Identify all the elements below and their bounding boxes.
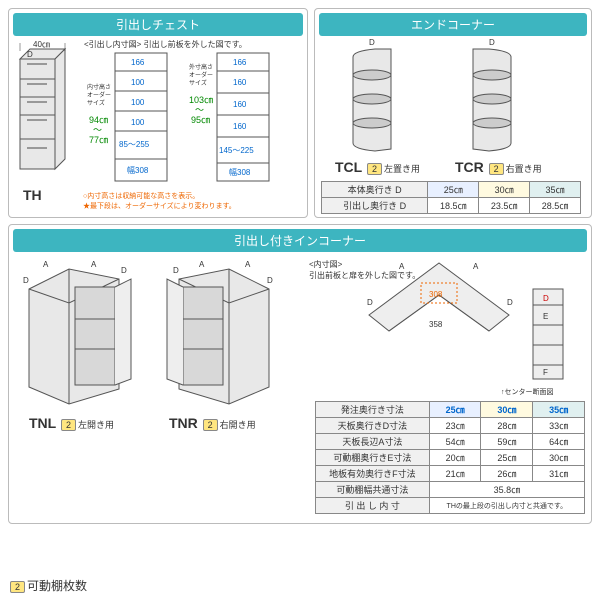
ic-title: 引出し付きインコーナー	[13, 229, 587, 252]
svg-text:358: 358	[429, 320, 443, 329]
svg-text:103㎝ ～ 95㎝: 103㎝ ～ 95㎝	[189, 95, 216, 125]
svg-text:A: A	[473, 262, 479, 271]
chest-title: 引出しチェスト	[13, 13, 303, 36]
chest-note2: ★最下段は、オーダーサイズにより変わります。	[83, 201, 236, 211]
ic-topview: 308 358 D D A A	[359, 255, 519, 355]
svg-text:A: A	[399, 262, 405, 271]
svg-text:A: A	[245, 260, 251, 269]
svg-text:100: 100	[131, 78, 145, 87]
endcorner-panel: エンドコーナー D D TCL 2左置き用 TCR 2右置き用 本体奥行き D …	[314, 8, 592, 218]
svg-text:160: 160	[233, 78, 247, 87]
svg-text:94㎝ ～ 77㎝: 94㎝ ～ 77㎝	[89, 115, 111, 145]
svg-text:100: 100	[131, 118, 145, 127]
chest-panel: 引出しチェスト 40㎝ D TH <引出し内寸図> 引出し前板を外した図です。	[8, 8, 308, 218]
svg-text:D: D	[23, 276, 29, 285]
svg-text:166: 166	[233, 58, 247, 67]
svg-text:160: 160	[233, 100, 247, 109]
svg-text:85～255: 85～255	[119, 140, 150, 149]
svg-text:外寸高さ オーダー サイズ: 外寸高さ オーダー サイズ	[189, 63, 215, 87]
svg-text:D: D	[267, 276, 273, 285]
svg-text:D: D	[489, 39, 495, 47]
svg-text:160: 160	[233, 122, 247, 131]
chest-note1: ○内寸高さは収納可能な高さを表示。	[83, 191, 199, 201]
tnr-label: TNR 2右開き用	[169, 415, 256, 431]
svg-text:D: D	[507, 298, 513, 307]
tcl-label: TCL 2左置き用	[335, 159, 420, 175]
svg-text:D: D	[27, 50, 33, 59]
svg-text:D: D	[121, 266, 127, 275]
svg-text:A: A	[43, 260, 49, 269]
legend: 2可動棚枚数	[8, 577, 87, 594]
svg-text:D: D	[369, 39, 375, 47]
tcr-label: TCR 2右置き用	[455, 159, 542, 175]
chest-inner-left: 166 100 100 100 85～255 幅308 内寸高さ オーダー サイ…	[87, 49, 177, 189]
section-note: ↑センター断面図	[501, 387, 554, 397]
svg-text:D: D	[173, 266, 179, 275]
svg-text:D: D	[543, 294, 549, 303]
svg-text:100: 100	[131, 98, 145, 107]
svg-text:A: A	[199, 260, 205, 269]
svg-text:幅308: 幅308	[229, 167, 251, 177]
tnl-label: TNL 2左開き用	[29, 415, 114, 431]
ic-table: 発注奥行き寸法 25㎝ 30㎝ 35㎝ 天板奥行きD寸法 23㎝28㎝33㎝ 天…	[315, 401, 585, 514]
svg-text:F: F	[543, 368, 548, 377]
ic-section: D E F	[529, 285, 569, 385]
tnl-3d: A A D D	[19, 259, 139, 409]
tnr-3d: A A D D	[159, 259, 279, 409]
svg-text:内寸高さ オーダー サイズ: 内寸高さ オーダー サイズ	[87, 83, 113, 107]
inner-title: <引出し内寸図>	[84, 40, 141, 49]
chest-code: TH	[23, 187, 42, 203]
svg-text:A: A	[91, 260, 97, 269]
svg-text:幅308: 幅308	[127, 165, 149, 175]
incorner-panel: 引出し付きインコーナー A A D D A A D D TNL 2左開き用 TNR 2右…	[8, 224, 592, 524]
tcl-3d: D	[345, 39, 405, 159]
svg-text:145～225: 145～225	[219, 146, 254, 155]
chest-width: 40㎝	[33, 40, 50, 49]
chest-3d: 40㎝ D	[15, 39, 75, 179]
svg-text:308: 308	[429, 290, 443, 299]
tcr-3d: D	[465, 39, 525, 159]
ec-table: 本体奥行き D 25㎝ 30㎝ 35㎝ 引出し奥行き D 18.5㎝ 23.5㎝…	[321, 181, 581, 214]
svg-text:D: D	[367, 298, 373, 307]
chest-inner-right: 166 160 160 160 145～225 幅308 外寸高さ オーダー サ…	[189, 49, 279, 189]
svg-text:E: E	[543, 312, 548, 321]
ec-title: エンドコーナー	[319, 13, 587, 36]
svg-text:166: 166	[131, 58, 145, 67]
